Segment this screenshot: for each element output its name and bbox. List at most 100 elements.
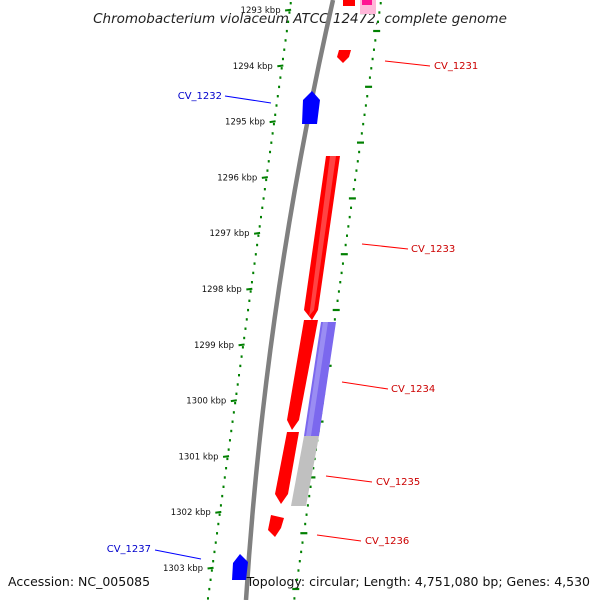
gene-label-cv-1236: CV_1236 xyxy=(365,536,409,547)
outer-track-dot xyxy=(372,48,375,51)
gene-label-cv-1234: CV_1234 xyxy=(391,384,435,395)
inner-track-dot xyxy=(227,448,230,451)
inner-track-dot xyxy=(250,281,253,284)
gene-arrow-cv-1234 xyxy=(287,320,318,430)
inner-track-dot xyxy=(288,11,291,14)
gene-labels: CV_1231 CV_1232 CV_1233 CV_1234 CV_1235 … xyxy=(107,61,479,555)
outer-track-dot xyxy=(362,122,365,126)
outer-track-dot xyxy=(340,271,343,275)
outer-track-dot xyxy=(355,169,358,172)
inner-track-dot xyxy=(256,243,259,247)
scale-tick-mark xyxy=(284,8,292,12)
outer-track-dot xyxy=(341,262,344,265)
outer-track-dot xyxy=(300,550,303,554)
outer-track-dot xyxy=(363,113,366,116)
inner-track-dot xyxy=(231,420,234,423)
inner-track-dot xyxy=(228,439,231,442)
inner-track-dot xyxy=(239,364,242,368)
gene-arrow-top-pink-dark xyxy=(362,0,372,5)
leader-cv-1233 xyxy=(361,243,409,250)
inner-track-dot xyxy=(210,569,213,572)
scale-tick-mark xyxy=(230,399,237,403)
outer-track-dot xyxy=(371,57,374,61)
gene-label-cv-1233: CV_1233 xyxy=(411,244,455,255)
inner-track-dot xyxy=(280,67,283,70)
scale-tick-label: 1299 kbp xyxy=(194,341,234,351)
scale-tick-mark xyxy=(269,120,276,124)
scale-tick-label: 1293 kbp xyxy=(241,6,281,16)
inner-track-dot xyxy=(270,141,273,144)
gene-arrow-cv-1233-shade xyxy=(309,156,336,316)
leader-cv-1234 xyxy=(341,381,389,390)
inner-track-dot xyxy=(223,476,226,479)
outer-track-dot xyxy=(344,243,347,247)
gene-label-cv-1237: CV_1237 xyxy=(107,544,151,555)
inner-track-dot xyxy=(269,150,272,154)
inner-track-dot xyxy=(281,57,284,61)
inner-track-dot xyxy=(283,48,286,51)
scale-tick-mark xyxy=(246,287,253,291)
outer-track-dot xyxy=(293,597,296,600)
scale-tick-label: 1298 kbp xyxy=(202,285,242,295)
outer-track-dot xyxy=(308,494,311,498)
outer-track-dash xyxy=(332,308,340,312)
inner-track-dot xyxy=(287,20,290,23)
outer-track-dash xyxy=(365,85,373,88)
scale-tick-mark xyxy=(253,231,261,235)
outer-track-dash xyxy=(292,587,300,591)
topology-label: Topology: circular; Length: 4,751,080 bp… xyxy=(246,574,590,589)
inner-track-dot xyxy=(252,271,255,275)
outer-track-dot xyxy=(368,76,371,79)
inner-track-dot xyxy=(258,225,261,228)
inner-track-dot xyxy=(261,206,264,209)
inner-track-dot xyxy=(218,513,221,516)
leader-cv-1232 xyxy=(224,95,272,104)
inner-track-dot xyxy=(254,253,257,256)
outer-track-dot xyxy=(358,150,361,154)
gene-label-cv-1235: CV_1235 xyxy=(376,477,420,488)
inner-track-dot xyxy=(285,29,288,33)
inner-track-dot xyxy=(230,429,233,433)
inner-track-dot xyxy=(244,327,247,330)
outer-track-dot xyxy=(301,541,304,544)
inner-track-dot xyxy=(247,308,250,312)
outer-track-dot xyxy=(345,234,348,237)
inner-track-dot xyxy=(209,578,212,581)
gene-arrow-top-red xyxy=(343,0,355,6)
outer-track-dot xyxy=(370,67,373,70)
outer-track-dash xyxy=(340,253,348,256)
outer-track-dot xyxy=(312,467,315,470)
gene-arrow-cv-1231 xyxy=(337,50,351,63)
gene-arrow-cv-1235 xyxy=(275,432,299,504)
inner-track-dot xyxy=(274,113,277,116)
inner-track-dot xyxy=(253,262,256,265)
outer-track-dot xyxy=(306,504,309,507)
scale-tick-mark xyxy=(207,566,214,570)
inner-track-dot xyxy=(222,485,225,488)
inner-track-dot xyxy=(217,522,220,526)
scale-tick-label: 1297 kbp xyxy=(210,229,250,239)
inner-track-dot xyxy=(248,299,251,302)
gene-features xyxy=(232,0,376,580)
inner-track-dot xyxy=(212,560,215,563)
inner-track-dot xyxy=(235,392,238,395)
scale-tick-label: 1302 kbp xyxy=(171,508,211,518)
scale-tick-label: 1301 kbp xyxy=(178,452,218,462)
inner-track-dot xyxy=(243,336,246,340)
inner-track-dot xyxy=(238,374,241,377)
inner-track-dot xyxy=(206,597,209,600)
dotted-tracks xyxy=(206,2,382,600)
outer-track-dot xyxy=(333,318,336,321)
outer-track-dot xyxy=(377,20,380,23)
scale-tick-label: 1300 kbp xyxy=(186,397,226,407)
inner-track-dot xyxy=(225,467,228,470)
outer-track-dash xyxy=(348,197,356,200)
outer-track-dash xyxy=(356,141,364,144)
scale-tick-mark xyxy=(222,455,230,458)
scale-tick-label: 1296 kbp xyxy=(217,173,257,183)
accession-label: Accession: NC_005085 xyxy=(8,574,150,589)
scale-tick-mark xyxy=(261,176,268,179)
outer-track-dot xyxy=(378,11,381,14)
scale-ticks: 1293 kbp 1294 kbp 1295 kbp 1296 kbp 1297 kbp… xyxy=(163,6,292,574)
